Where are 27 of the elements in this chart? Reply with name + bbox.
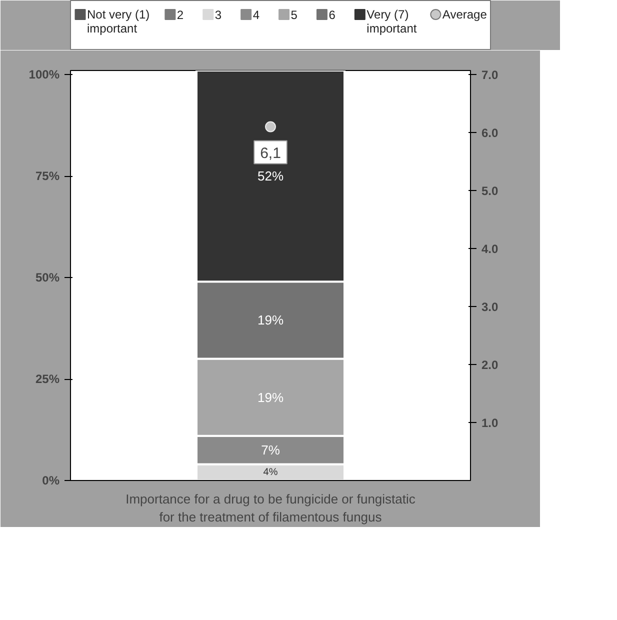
y-tick-label: 100% bbox=[28, 68, 60, 82]
data-label: 6,1 bbox=[260, 144, 281, 162]
data-label: 19% bbox=[257, 390, 284, 405]
legend-label: Not very (1) important bbox=[87, 8, 150, 36]
data-label: 7% bbox=[261, 442, 280, 458]
y-tick-label: 50% bbox=[35, 270, 60, 285]
legend-label: 2 bbox=[176, 8, 184, 22]
y2-tick-label: 2.0 bbox=[482, 358, 499, 372]
y2-tick-label: 3.0 bbox=[482, 300, 499, 314]
y2-tick-label: 5.0 bbox=[482, 184, 499, 198]
legend-label: 3 bbox=[214, 8, 222, 22]
y-tick-label: 75% bbox=[35, 169, 60, 184]
legend-label: 6 bbox=[328, 8, 336, 22]
data-label: 52% bbox=[257, 168, 284, 184]
y2-tick-label: 7.0 bbox=[482, 68, 499, 82]
y-tick-label: 0% bbox=[42, 474, 60, 488]
x-axis-title: Importance for a drug to be fungicide or fungistatic for the treatment of filamentous fungus bbox=[126, 492, 416, 524]
y2-tick-label: 6.0 bbox=[482, 126, 499, 140]
y2-tick-label: 4.0 bbox=[482, 242, 499, 256]
y-tick-label: 25% bbox=[35, 372, 60, 386]
data-label: 4% bbox=[263, 466, 278, 478]
data-label: 19% bbox=[257, 312, 284, 328]
legend-label: Average bbox=[442, 8, 488, 22]
legend-label: Very (7) important bbox=[366, 8, 418, 36]
y2-tick-label: 1.0 bbox=[482, 416, 499, 430]
legend-label: 5 bbox=[290, 8, 298, 22]
legend-label: 4 bbox=[252, 8, 260, 22]
